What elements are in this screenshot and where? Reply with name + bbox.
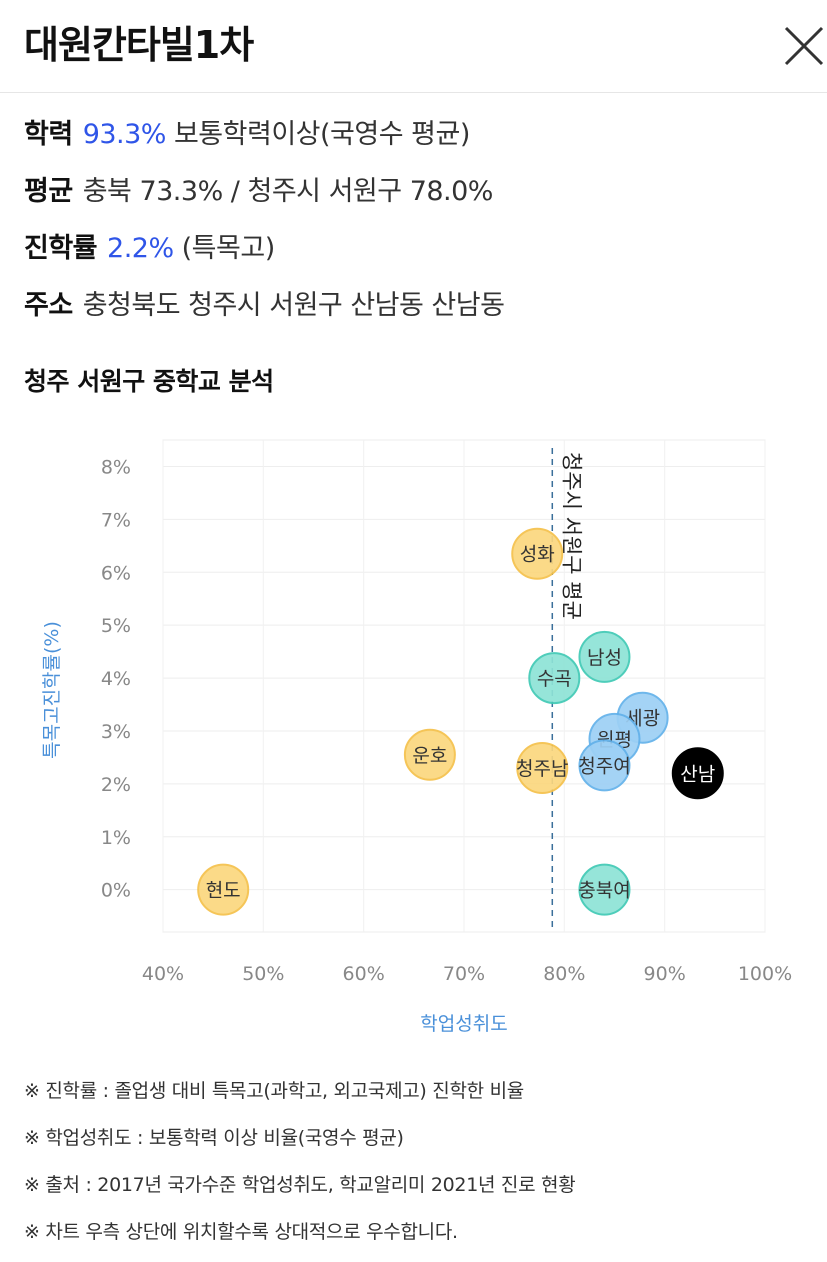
data-point-label: 충북여 bbox=[578, 880, 630, 902]
data-point bbox=[671, 747, 724, 800]
x-tick-label: 60% bbox=[343, 963, 385, 985]
x-tick-label: 80% bbox=[543, 963, 585, 985]
school-info: 학력 93.3% 보통학력이상(국영수 평균) 평균 충북 73.3% / 청주시 서… bbox=[24, 106, 505, 334]
advancement-row: 진학률 2.2% (특목고) bbox=[24, 220, 504, 277]
x-tick-label: 70% bbox=[443, 963, 485, 985]
y-tick-label: 5% bbox=[101, 615, 131, 637]
average-row: 평균 충북 73.3% / 청주시 서원구 78.0% bbox=[24, 163, 504, 220]
data-point-label: 산남 bbox=[680, 763, 715, 785]
section-title: 청주 서원구 중학교 분석 bbox=[24, 367, 274, 396]
footnote: ※ 차트 우측 상단에 위치할수록 상대적으로 우수합니다. bbox=[24, 1221, 458, 1243]
advancement-desc: (특목고) bbox=[181, 233, 276, 264]
x-tick-label: 40% bbox=[142, 963, 184, 985]
average-label: 평균 bbox=[24, 176, 73, 207]
address-label: 주소 bbox=[24, 290, 73, 321]
advancement-label: 진학률 bbox=[24, 233, 98, 264]
data-point-label: 운호 bbox=[412, 745, 447, 767]
scatter-chart: 0% 1% 2% 3% 4% 5% 6% 7% 8% 40% 50% 60% 70% 80% 90% 100%… bbox=[41, 439, 792, 1035]
data-point bbox=[403, 728, 456, 781]
average-text: 충북 73.3% / 청주시 서원구 78.0% bbox=[82, 176, 494, 207]
achievement-value: 93.3% bbox=[82, 119, 167, 150]
y-tick-label: 8% bbox=[101, 456, 131, 478]
data-point bbox=[511, 527, 564, 580]
address-row: 주소 충청북도 청주시 서원구 산남동 산남동 bbox=[24, 277, 505, 334]
data-point-label: 성화 bbox=[520, 544, 555, 566]
address-text: 충청북도 청주시 서원구 산남동 산남동 bbox=[82, 290, 505, 321]
x-tick-label: 100% bbox=[738, 963, 792, 985]
y-axis-label: 특목고진학률(%) bbox=[41, 621, 63, 759]
y-tick-label: 6% bbox=[101, 562, 131, 584]
y-tick-label: 3% bbox=[101, 721, 131, 743]
achievement-row: 학력 93.3% 보통학력이상(국영수 평균) bbox=[24, 106, 504, 163]
average-line-label: 청주시 서원구 평균 bbox=[559, 452, 583, 620]
footnotes: ※ 진학률 : 졸업생 대비 특목고(과학고, 외고국제고) 진학한 비율 ※ … bbox=[24, 1068, 576, 1256]
footnote: ※ 출처 : 2017년 국가수준 학업성취도, 학교알리미 2021년 진로 … bbox=[24, 1174, 576, 1196]
data-point bbox=[578, 630, 631, 683]
data-point bbox=[578, 739, 631, 792]
data-point-label: 현도 bbox=[206, 880, 241, 902]
data-point-label: 남성 bbox=[587, 647, 622, 669]
y-tick-label: 1% bbox=[101, 827, 131, 849]
y-tick-label: 2% bbox=[101, 774, 131, 796]
y-tick-label: 0% bbox=[101, 880, 131, 902]
footnote: ※ 진학률 : 졸업생 대비 특목고(과학고, 외고국제고) 진학한 비율 bbox=[24, 1080, 524, 1102]
data-point bbox=[578, 863, 631, 916]
data-point bbox=[197, 863, 250, 916]
data-point-label: 청주여 bbox=[578, 755, 630, 777]
data-point-label: 청주남 bbox=[516, 758, 568, 780]
page-title: 대원칸타빌1차 bbox=[24, 23, 254, 67]
footnote: ※ 학업성취도 : 보통학력 이상 비율(국영수 평균) bbox=[24, 1127, 404, 1149]
x-tick-label: 50% bbox=[242, 963, 284, 985]
data-point bbox=[528, 652, 581, 705]
close-icon[interactable] bbox=[780, 22, 827, 70]
achievement-desc: 보통학력이상(국영수 평균) bbox=[173, 119, 470, 150]
y-tick-label: 7% bbox=[101, 509, 131, 531]
header: 대원칸타빌1차 bbox=[0, 0, 827, 93]
x-axis-label: 학업성취도 bbox=[420, 1013, 507, 1035]
y-tick-label: 4% bbox=[101, 668, 131, 690]
x-tick-label: 90% bbox=[644, 963, 686, 985]
achievement-label: 학력 bbox=[24, 119, 73, 150]
data-point-label: 수곡 bbox=[537, 668, 572, 690]
data-point bbox=[516, 742, 569, 794]
advancement-value: 2.2% bbox=[107, 233, 174, 264]
